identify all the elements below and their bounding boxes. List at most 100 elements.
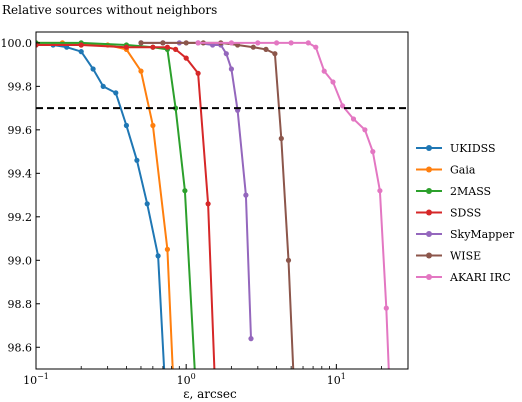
legend-marker bbox=[426, 188, 432, 194]
data-point bbox=[160, 40, 166, 46]
series-layer bbox=[36, 40, 392, 382]
data-point bbox=[228, 40, 234, 46]
data-point bbox=[123, 122, 129, 129]
x-axis: 10−1 100 101 bbox=[23, 364, 409, 387]
data-point bbox=[36, 42, 39, 48]
data-point bbox=[195, 70, 201, 76]
series-sdss bbox=[36, 42, 217, 382]
legend-label: AKARI IRC bbox=[449, 271, 511, 284]
legend-label: WISE bbox=[450, 250, 481, 263]
data-point bbox=[330, 79, 336, 85]
legend-marker bbox=[426, 274, 432, 280]
series-line bbox=[141, 41, 252, 339]
y-axis-title: Relative sources without neighbors bbox=[2, 3, 217, 17]
data-point bbox=[155, 253, 161, 259]
data-point bbox=[350, 116, 357, 122]
data-point bbox=[278, 135, 284, 142]
data-point bbox=[243, 192, 249, 198]
legend-marker bbox=[426, 145, 432, 151]
data-point bbox=[134, 157, 140, 163]
legend-marker bbox=[426, 231, 432, 237]
data-point bbox=[138, 40, 144, 46]
data-point bbox=[195, 40, 201, 46]
data-point bbox=[162, 377, 167, 382]
y-tick-label: 98.8 bbox=[8, 298, 33, 311]
legend-marker bbox=[426, 209, 432, 216]
y-tick-label: 99.2 bbox=[8, 211, 33, 224]
legend-label: Gaia bbox=[450, 164, 476, 177]
y-tick-label: 99.8 bbox=[8, 80, 33, 93]
y-tick-label: 99.4 bbox=[8, 167, 33, 180]
series-akari-irc bbox=[195, 40, 392, 382]
legend-label: 2MASS bbox=[450, 185, 491, 198]
series-line bbox=[36, 41, 174, 369]
data-point bbox=[272, 51, 278, 57]
legend-marker bbox=[426, 252, 432, 259]
data-point bbox=[285, 257, 292, 263]
legend-label: SDSS bbox=[450, 207, 481, 220]
data-point bbox=[205, 201, 211, 207]
data-point bbox=[123, 44, 129, 50]
legend: UKIDSS Gaia 2MASS SDSS SkyMapper WISE AKARI IR… bbox=[416, 142, 515, 284]
y-tick-label: 99.0 bbox=[8, 254, 33, 267]
data-point bbox=[370, 149, 376, 155]
data-point bbox=[138, 68, 144, 74]
data-point bbox=[377, 188, 383, 194]
data-point bbox=[387, 377, 392, 382]
data-point bbox=[78, 49, 84, 55]
plot-frame bbox=[35, 31, 409, 370]
data-point bbox=[171, 377, 176, 382]
data-point bbox=[164, 246, 170, 252]
data-point bbox=[113, 90, 119, 96]
data-point bbox=[183, 40, 189, 46]
data-point bbox=[274, 40, 280, 46]
data-point bbox=[291, 377, 296, 382]
y-tick-label: 99.6 bbox=[8, 124, 33, 137]
data-point bbox=[150, 122, 156, 129]
data-point bbox=[313, 44, 319, 50]
data-point bbox=[164, 44, 170, 50]
x-tick-label: 100 bbox=[177, 372, 196, 387]
data-point bbox=[250, 44, 256, 50]
data-point bbox=[228, 66, 234, 72]
series-gaia bbox=[36, 40, 176, 382]
data-point bbox=[100, 83, 106, 89]
y-tick-label: 100.0 bbox=[1, 37, 33, 50]
legend-marker bbox=[426, 166, 432, 173]
series-line bbox=[36, 41, 196, 369]
data-point bbox=[383, 305, 389, 311]
legend-item: UKIDSS bbox=[416, 142, 496, 155]
legend-item: Gaia bbox=[416, 164, 476, 177]
data-point bbox=[305, 40, 311, 46]
data-point bbox=[288, 40, 294, 46]
data-point bbox=[144, 201, 150, 207]
legend-label: SkyMapper bbox=[450, 228, 515, 241]
data-point bbox=[90, 66, 96, 72]
series-line bbox=[36, 44, 216, 369]
x-tick-label: 101 bbox=[327, 372, 346, 387]
legend-item: AKARI IRC bbox=[416, 271, 511, 284]
data-point bbox=[223, 51, 229, 57]
x-axis-title: ε, arcsec bbox=[183, 387, 237, 401]
data-point bbox=[212, 377, 217, 382]
data-point bbox=[78, 42, 84, 48]
data-point bbox=[340, 103, 346, 109]
data-point bbox=[183, 55, 189, 61]
data-point bbox=[182, 188, 188, 194]
series-line bbox=[198, 41, 390, 369]
legend-item: 2MASS bbox=[416, 185, 491, 198]
series-ukidss bbox=[36, 42, 167, 382]
data-point bbox=[362, 127, 368, 133]
series-skymapper bbox=[138, 40, 254, 342]
data-point bbox=[150, 44, 156, 50]
y-tick-label: 98.6 bbox=[8, 341, 33, 354]
data-point bbox=[255, 40, 261, 46]
legend-item: WISE bbox=[416, 250, 481, 263]
legend-item: SkyMapper bbox=[416, 228, 515, 241]
data-point bbox=[173, 105, 179, 111]
legend-item: SDSS bbox=[416, 207, 481, 220]
x-tick-label: 10−1 bbox=[23, 372, 49, 387]
data-point bbox=[321, 68, 327, 74]
data-point bbox=[173, 46, 179, 53]
